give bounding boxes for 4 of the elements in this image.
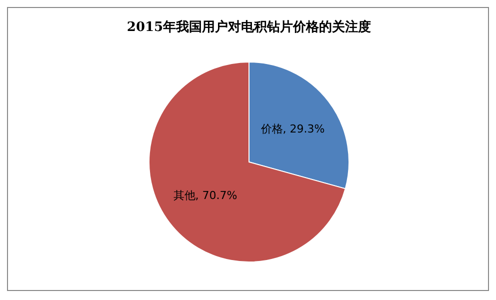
slice-label: 其他, 70.7%: [173, 189, 238, 202]
chart-title: 2015年我国用户对电积钻片价格的关注度: [126, 19, 372, 35]
pie-slice: [148, 62, 346, 262]
slice-label: 价格, 29.3%: [260, 122, 325, 136]
